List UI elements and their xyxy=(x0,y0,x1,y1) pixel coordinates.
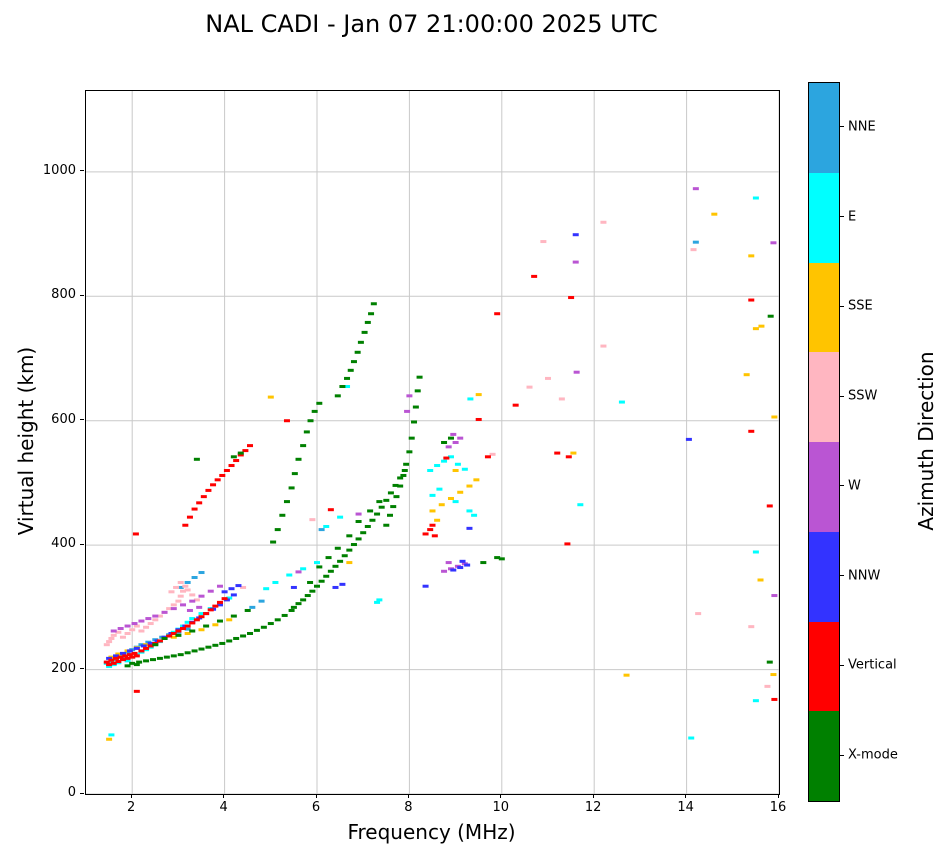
colorbar-tick-label-w: W xyxy=(848,478,861,494)
y-tick-label: 0 xyxy=(67,785,76,800)
x-tick xyxy=(685,794,687,798)
colorbar-segment-w xyxy=(809,442,839,532)
colorbar-tick-label-ssw: SSW xyxy=(848,388,878,404)
x-tick-label: 6 xyxy=(311,800,321,815)
colorbar-tick xyxy=(840,754,844,756)
y-axis-label: Virtual height (km) xyxy=(14,346,38,536)
colorbar-segment-x-mode xyxy=(809,711,839,801)
colorbar-tick xyxy=(840,485,844,487)
colorbar-segment-sse xyxy=(809,262,839,353)
colorbar-segment-vertical xyxy=(809,621,839,712)
x-tick xyxy=(592,794,594,798)
x-tick xyxy=(407,794,409,798)
colorbar-segment-ssw xyxy=(809,352,839,442)
y-tick xyxy=(80,792,84,794)
x-tick xyxy=(130,794,132,798)
colorbar-tick xyxy=(840,575,844,577)
series-E xyxy=(103,196,759,740)
x-tick xyxy=(777,794,779,798)
y-tick-label: 600 xyxy=(51,411,76,427)
x-axis-label: Frequency (MHz) xyxy=(347,820,516,844)
colorbar-tick-label-nnw: NNW xyxy=(848,568,881,584)
colorbar-tick-label-x-mode: X-mode xyxy=(848,747,898,763)
colorbar-tick xyxy=(840,216,844,218)
plot-area xyxy=(85,90,780,795)
x-tick-label: 4 xyxy=(219,800,228,815)
colorbar-tick-label-vertical: Vertical xyxy=(848,657,897,673)
colorbar-segment-e xyxy=(809,172,839,263)
y-tick-label: 400 xyxy=(51,536,76,552)
y-tick-label: 800 xyxy=(51,287,76,303)
colorbar-tick-label-sse: SSE xyxy=(848,298,873,314)
x-tick xyxy=(223,794,225,798)
x-tick-label: 10 xyxy=(492,800,510,815)
y-tick xyxy=(80,543,84,545)
x-tick-label: 16 xyxy=(769,800,787,815)
series-SSE xyxy=(106,212,778,741)
colorbar xyxy=(808,82,840,802)
x-tick-label: 14 xyxy=(677,800,694,815)
x-tick xyxy=(315,794,317,798)
x-tick-label: 2 xyxy=(127,800,136,815)
x-tick xyxy=(500,794,502,798)
chart-title: NAL CADI - Jan 07 21:00:00 2025 UTC xyxy=(205,10,658,38)
y-tick-label: 200 xyxy=(51,660,76,676)
y-tick xyxy=(80,419,84,421)
x-tick-label: 8 xyxy=(404,800,413,815)
colorbar-segments xyxy=(809,83,839,801)
colorbar-axis-label: Azimuth Direction xyxy=(914,351,938,531)
x-tick-label: 12 xyxy=(584,800,602,815)
y-tick xyxy=(80,668,84,670)
colorbar-tick-label-e: E xyxy=(848,209,857,225)
colorbar-tick xyxy=(840,395,844,397)
y-tick-label: 1000 xyxy=(42,162,76,178)
colorbar-tick-label-nne: NNE xyxy=(848,119,876,135)
colorbar-segment-nne xyxy=(809,83,839,173)
colorbar-tick xyxy=(840,305,844,307)
series-Vertical xyxy=(103,274,778,701)
colorbar-tick xyxy=(840,126,844,128)
y-tick xyxy=(80,170,84,172)
series-X-mode xyxy=(124,302,774,668)
scatter-canvas xyxy=(86,91,779,794)
y-tick xyxy=(80,294,84,296)
colorbar-segment-nnw xyxy=(809,531,839,622)
series-W xyxy=(110,187,778,633)
colorbar-tick xyxy=(840,664,844,666)
